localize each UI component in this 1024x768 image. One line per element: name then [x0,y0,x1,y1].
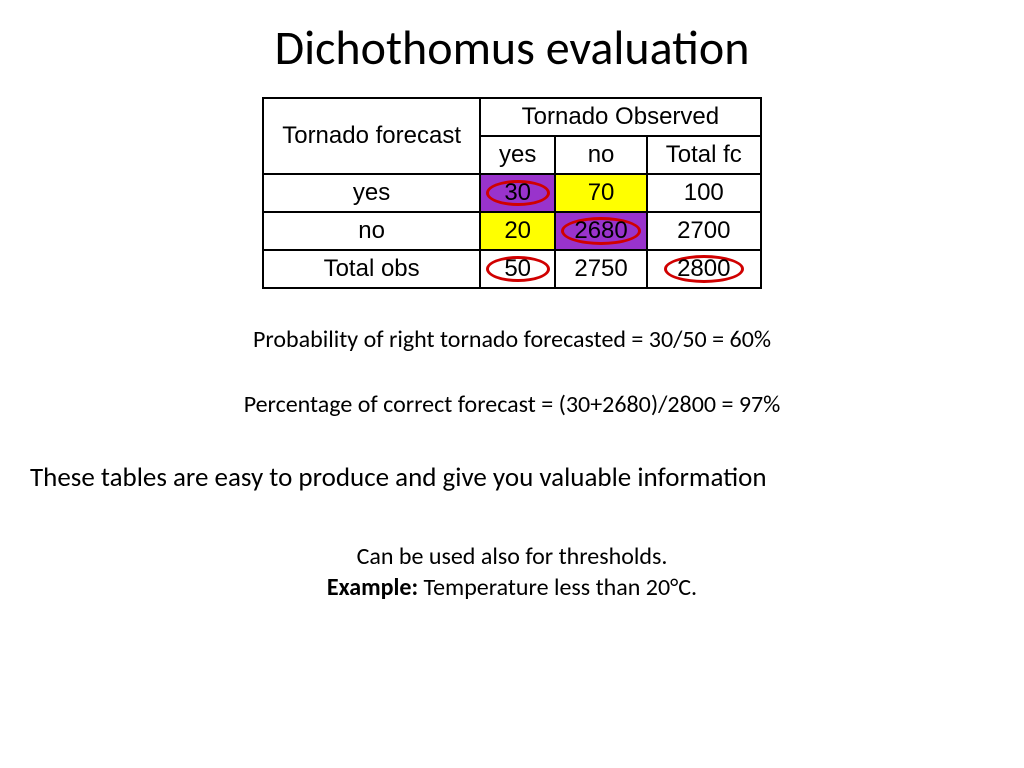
footer-line-1: Can be used also for thresholds. [0,542,1024,571]
row-header-totalobs: Total obs [263,250,480,288]
cell-total-no: 2750 [555,250,646,288]
span-header: Tornado Observed [480,98,761,136]
footer-block: Can be used also for thresholds. Example… [0,542,1024,602]
table-row: Total obs 50 2750 2800 [263,250,761,288]
cell-no-yes: 20 [480,212,555,250]
info-line: These tables are easy to produce and giv… [0,461,1024,494]
cell-yes-no: 70 [555,174,646,212]
row-header-yes: yes [263,174,480,212]
example-label: Example: [327,573,418,602]
footer-line-2: Example: Temperature less than 20°C. [0,573,1024,602]
example-text: Temperature less than 20°C. [418,573,697,602]
contingency-table: Tornado forecast Tornado Observed yes no… [262,97,762,289]
row-header-no: no [263,212,480,250]
cell-no-no: 2680 [555,212,646,250]
page-title: Dichothomus evaluation [0,0,1024,77]
cell-no-total: 2700 [647,212,761,250]
probability-line: Probability of right tornado forecasted … [0,325,1024,354]
cell-total-total: 2800 [647,250,761,288]
percentage-line: Percentage of correct forecast = (30+268… [0,390,1024,419]
table-row: no 20 2680 2700 [263,212,761,250]
cell-total-yes: 50 [480,250,555,288]
col-header-yes: yes [480,136,555,174]
table-row: yes 30 70 100 [263,174,761,212]
cell-yes-total: 100 [647,174,761,212]
col-header-total: Total fc [647,136,761,174]
corner-header: Tornado forecast [263,98,480,174]
cell-yes-yes: 30 [480,174,555,212]
contingency-table-wrap: Tornado forecast Tornado Observed yes no… [0,97,1024,289]
col-header-no: no [555,136,646,174]
